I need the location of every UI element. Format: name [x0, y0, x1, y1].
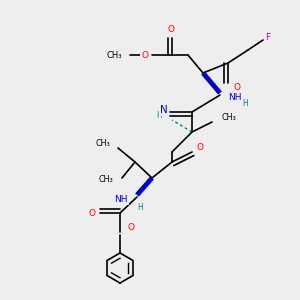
Text: O: O: [88, 208, 95, 217]
Text: O: O: [233, 83, 241, 92]
Text: CH₃: CH₃: [98, 176, 113, 184]
Text: H: H: [156, 110, 162, 119]
Text: H: H: [242, 100, 248, 109]
Text: CH₃: CH₃: [222, 113, 237, 122]
Text: O: O: [196, 143, 203, 152]
Text: O: O: [160, 107, 167, 116]
Text: H: H: [137, 202, 143, 211]
Text: F: F: [266, 32, 271, 41]
Text: CH₃: CH₃: [95, 139, 110, 148]
Text: NH: NH: [228, 92, 242, 101]
Text: O: O: [141, 50, 148, 59]
Text: O: O: [167, 26, 175, 34]
Text: NH: NH: [115, 196, 128, 205]
Text: CH₃: CH₃: [106, 50, 122, 59]
Text: N: N: [160, 105, 168, 115]
Text: O: O: [128, 224, 135, 232]
